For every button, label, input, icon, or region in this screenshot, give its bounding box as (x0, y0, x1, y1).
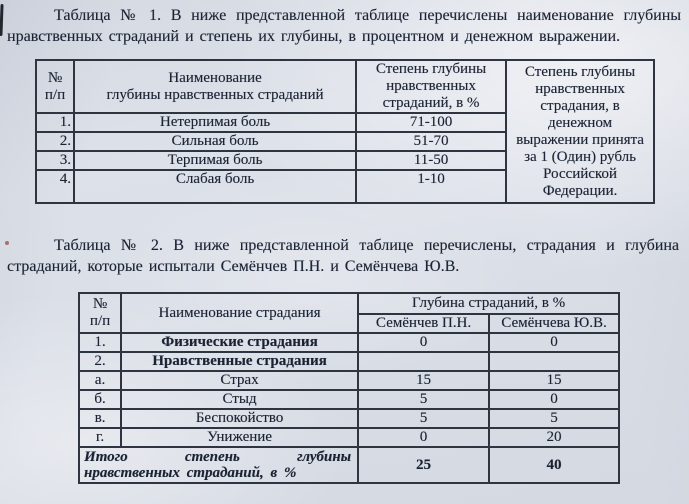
t2-header-name: Наименование страдания (120, 292, 359, 334)
t2-cell-p1: 0 (357, 427, 490, 448)
t2-cell-name: Унижение (120, 427, 359, 448)
t2-cell-num: а. (78, 370, 122, 391)
t2-cell-p2: 0 (488, 332, 620, 353)
t1-cell-percent: 1-10 (355, 169, 507, 204)
t2-cell-num: б. (78, 389, 122, 410)
t1-header-name: Наименование глубины нравственных страда… (73, 59, 357, 114)
t2-header-group: Глубина страданий, в % (357, 292, 620, 315)
t1-cell-num: 3. (35, 150, 75, 171)
t2-cell-p2: 5 (488, 408, 620, 429)
t2-header-person2: Семёнчева Ю.В. (488, 313, 620, 334)
t2-cell-name: Страх (120, 370, 359, 391)
t2-cell-num: 2. (78, 351, 122, 372)
table2-caption: Таблица № 2. В ниже представленной табли… (7, 237, 679, 275)
table1-header-row: № п/п Наименование глубины нравственных … (35, 59, 655, 204)
t2-cell-p2: 20 (488, 427, 620, 448)
table1-row: 1. Нетерпимая боль 71-100 (35, 112, 654, 133)
table1-caption: Таблица № 1. В ниже представленной табли… (7, 7, 681, 45)
t2-cell-p2 (488, 351, 620, 372)
t1-cell-percent: 71-100 (355, 112, 507, 133)
t2-cell-name: Беспокойство (120, 408, 359, 429)
photo-dot-artifact (5, 241, 9, 245)
table2-row: б. Стыд 5 0 (78, 389, 620, 410)
photo-edge-artifact (0, 3, 4, 37)
table1-row: 2. Сильная боль 51-70 (35, 131, 654, 152)
t2-header-person1: Семёнчев П.Н. (357, 313, 490, 334)
table2-group-header-row: № п/п Наименование страдания Глубина стр… (78, 292, 620, 334)
t1-cell-name: Слабая боль (73, 169, 357, 204)
t1-money-description-cell: Степень глубины нравственных страдания, … (505, 59, 655, 204)
t2-cell-p1 (357, 351, 490, 372)
t2-cell-p2: 15 (488, 370, 620, 391)
table2-row: в. Беспокойство 5 5 (78, 408, 620, 429)
t2-cell-name: Нравственные страдания (120, 351, 359, 372)
table1-row: 4. Слабая боль 1-10 (35, 169, 654, 204)
t2-cell-p1: 0 (357, 332, 490, 353)
t1-cell-num: 1. (35, 112, 75, 133)
t2-cell-num: в. (78, 408, 122, 429)
table2-row: г. Унижение 0 20 (78, 427, 620, 448)
t2-total-label: Итого степень глубины нравственных страд… (78, 446, 359, 484)
t1-cell-percent: 11-50 (355, 150, 507, 171)
t2-cell-num: г. (78, 427, 122, 448)
table2-total-row: Итого степень глубины нравственных страд… (78, 446, 620, 484)
table1-row: 3. Терпимая боль 11-50 (35, 150, 654, 171)
t2-cell-p1: 5 (357, 389, 490, 410)
table2-row: 2. Нравственные страдания (78, 351, 620, 372)
t2-cell-name: Стыд (120, 389, 359, 410)
t1-cell-name: Нетерпимая боль (73, 112, 357, 133)
t1-cell-name: Терпимая боль (73, 150, 357, 171)
t2-cell-p2: 0 (488, 389, 620, 410)
pain-depth-table: № п/п Наименование глубины нравственных … (35, 59, 655, 204)
t2-cell-num: 1. (78, 332, 122, 353)
t1-cell-num: 4. (35, 169, 75, 204)
t1-cell-name: Сильная боль (73, 131, 357, 152)
t1-cell-num: 2. (35, 131, 75, 152)
table2-subheader-row: Семёнчев П.Н. Семёнчева Ю.В. (79, 313, 620, 334)
t2-header-num: № п/п (78, 292, 122, 334)
t2-cell-name: Физические страдания (120, 332, 359, 353)
t2-cell-p1: 15 (357, 370, 490, 391)
t2-total-p2: 40 (488, 446, 620, 484)
suffering-depth-table: № п/п Наименование страдания Глубина стр… (78, 292, 620, 484)
t2-cell-p1: 5 (357, 408, 490, 429)
t2-total-p1: 25 (357, 446, 490, 484)
t1-header-percent: Степень глубины нравственных страданий, … (355, 59, 507, 114)
t1-header-num: № п/п (35, 59, 75, 114)
table2-row: 1. Физические страдания 0 0 (78, 332, 620, 353)
t1-cell-percent: 51-70 (355, 131, 507, 152)
table2-row: а. Страх 15 15 (78, 370, 620, 391)
